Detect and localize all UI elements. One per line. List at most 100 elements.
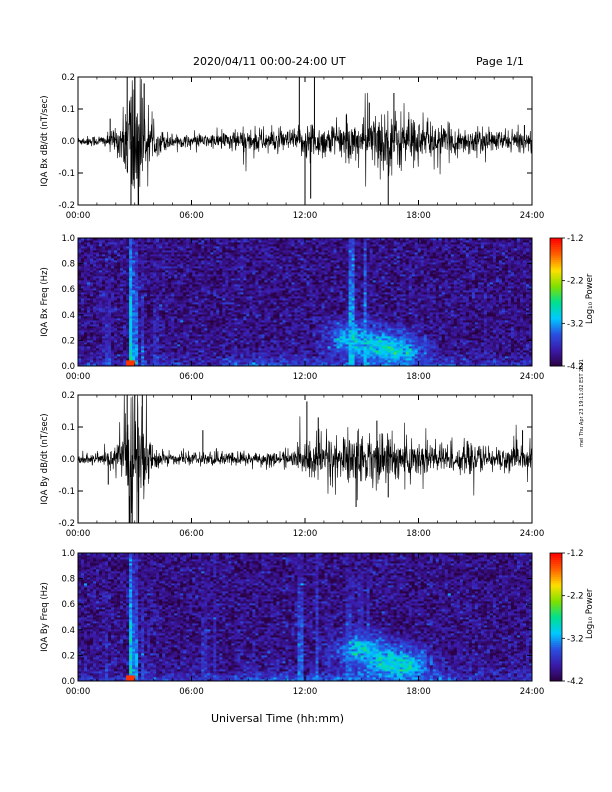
spectrogram-cell [117, 346, 121, 349]
spectrogram-cell [297, 308, 301, 311]
spectrogram-cell [153, 314, 157, 317]
spectrogram-cell [198, 316, 202, 319]
spectrogram-cell [78, 270, 82, 273]
spectrogram-cell [243, 296, 247, 299]
spectrogram-cell [141, 308, 145, 311]
spectrogram-cell [201, 268, 205, 271]
spectrogram-cell [102, 266, 106, 269]
spectrogram-cell [216, 272, 220, 275]
spectrogram-cell [222, 340, 226, 343]
spectrogram-cell [105, 280, 109, 283]
spectrogram-cell [255, 262, 259, 265]
spectrogram-cell [168, 250, 172, 253]
spectrogram-cell [222, 280, 226, 283]
spectrogram-cell [264, 338, 268, 341]
spectrogram-cell [246, 268, 250, 271]
spectrogram-cell [141, 318, 145, 321]
spectrogram-cell [264, 336, 268, 339]
spectrogram-cell [294, 318, 298, 321]
spectrogram-cell [210, 310, 214, 313]
spectrogram-cell [174, 288, 178, 291]
spectrogram-cell [171, 248, 175, 251]
spectrogram-cell [156, 270, 160, 273]
spectrogram-cell [276, 306, 280, 309]
spectrogram-cell [234, 324, 238, 327]
spectrogram-cell [201, 346, 205, 349]
spectrogram-cell [267, 278, 271, 281]
spectrogram-cell [147, 340, 151, 343]
spectrogram-cell [87, 324, 91, 327]
spectrogram-cell [111, 298, 115, 301]
spectrogram-cell [168, 244, 172, 247]
spectrogram-cell [258, 314, 262, 317]
spectrogram-cell [165, 264, 169, 267]
spectrogram-cell [306, 362, 310, 365]
spectrogram-cell [153, 260, 157, 263]
spectrogram-cell [210, 238, 214, 241]
spectrogram-cell [273, 324, 277, 327]
spectrogram-cell [87, 298, 91, 301]
spectrogram-cell [99, 252, 103, 255]
spectrogram-cell [198, 292, 202, 295]
spectrogram-cell [243, 336, 247, 339]
spectrogram-cell [216, 286, 220, 289]
spectrogram-cell [168, 290, 172, 293]
spectrogram-cell [267, 240, 271, 243]
spectrogram-cell [90, 272, 94, 275]
spectrogram-cell [222, 324, 226, 327]
spectrogram-cell [204, 280, 208, 283]
spectrogram-cell [147, 290, 151, 293]
spectrogram-cell [78, 342, 82, 345]
spectrogram-cell [129, 338, 133, 341]
spectrogram-cell [267, 262, 271, 265]
spectrogram-cell [132, 256, 136, 259]
spectrogram-cell [120, 352, 124, 355]
spectrogram-cell [96, 326, 100, 329]
spectrogram-cell [111, 278, 115, 281]
spectrogram-cell [201, 262, 205, 265]
spectrogram-cell [180, 268, 184, 271]
spectrogram-cell [132, 244, 136, 247]
spectrogram-cell [168, 248, 172, 251]
spectrogram-cell [180, 254, 184, 257]
spectrogram-cell [186, 278, 190, 281]
spectrogram-cell [237, 364, 241, 366]
spectrogram-cell [204, 296, 208, 299]
spectrogram-cell [174, 278, 178, 281]
spectrogram-cell [123, 322, 127, 325]
spectrogram-cell [252, 300, 256, 303]
spectrogram-cell [246, 306, 250, 309]
spectrogram-cell [126, 308, 130, 311]
spectrogram-cell [207, 326, 211, 329]
spectrogram-cell [189, 258, 193, 261]
spectrogram-cell [84, 238, 88, 241]
spectrogram-cell [198, 248, 202, 251]
spectrogram-cell [135, 268, 139, 271]
spectrogram-cell [180, 294, 184, 297]
spectrogram-cell [231, 342, 235, 345]
spectrogram-cell [177, 260, 181, 263]
spectrogram-cell [267, 290, 271, 293]
spectrogram-cell [198, 358, 202, 361]
spectrogram-cell [147, 288, 151, 291]
spectrogram-cell [102, 328, 106, 331]
spectrogram-cell [180, 316, 184, 319]
spectrogram-cell [180, 340, 184, 343]
spectrogram-cell [114, 314, 118, 317]
spectrogram-cell [93, 360, 97, 363]
spectrogram-cell [138, 262, 142, 265]
spectrogram-cell [102, 332, 106, 335]
spectrogram-cell [240, 300, 244, 303]
spectrogram-cell [240, 328, 244, 331]
spectrogram-cell [138, 256, 142, 259]
spectrogram-cell [306, 350, 310, 353]
spectrogram-cell [99, 316, 103, 319]
spectrogram-cell [285, 360, 289, 363]
spectrogram-cell [90, 354, 94, 357]
spectrogram-cell [198, 344, 202, 347]
spectrogram-cell [93, 238, 97, 241]
spectrogram-cell [270, 270, 274, 273]
spectrogram-cell [240, 268, 244, 271]
spectrogram-cell [90, 258, 94, 261]
spectrogram-cell [294, 334, 298, 337]
